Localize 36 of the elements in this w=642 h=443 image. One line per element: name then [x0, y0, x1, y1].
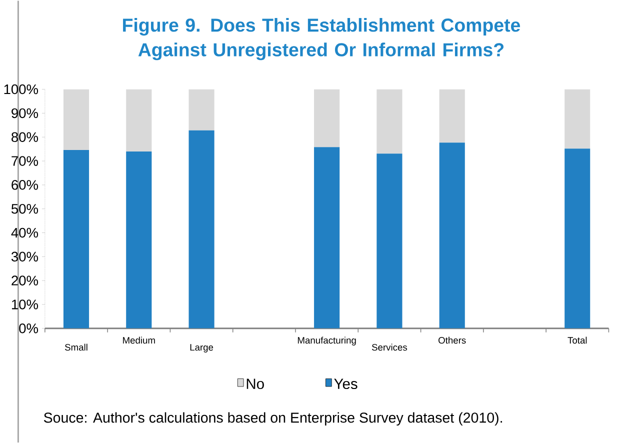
x-tick-label: Services [372, 344, 408, 351]
bar [63, 150, 90, 328]
legend-label: No [246, 378, 264, 389]
y-tick-label: 50% [11, 204, 38, 214]
x-tick-label: Small [64, 344, 88, 351]
bar [564, 148, 590, 328]
chart-title: Figure 9. Does This Establishment Compete Against Unregistered Or Informal Firms? [123, 18, 520, 60]
y-tick-label: 100% [4, 84, 38, 94]
bar [188, 130, 214, 328]
y-tick-label: 80% [12, 132, 38, 142]
bar [314, 89, 340, 148]
x-tick-label: Total [568, 336, 587, 344]
y-tick-label: 10% [12, 299, 38, 310]
bar [376, 89, 402, 154]
y-tick-label: 30% [11, 252, 38, 262]
bar [63, 89, 90, 150]
text: Souce: Author's calculations based on Enterprise Survey dataset (2010). [44, 412, 502, 426]
bar [439, 89, 465, 142]
bar [126, 151, 152, 328]
bar [564, 89, 590, 148]
y-tick-label: 0% [19, 323, 38, 334]
legend-label: Yes [334, 378, 358, 389]
bar [126, 89, 152, 152]
y-tick-label: 40% [11, 228, 38, 238]
y-tick-label: 70% [12, 156, 38, 166]
y-tick-label: 20% [12, 276, 38, 286]
bar [376, 153, 402, 328]
bar [314, 147, 340, 328]
y-tick-label: 90% [12, 108, 38, 118]
x-tick-label: Manufacturing [298, 336, 356, 346]
y-tick-label: 60% [12, 180, 38, 190]
x-tick-label: Medium [123, 336, 155, 344]
x-tick-label: Large [190, 344, 214, 352]
bar [188, 89, 214, 130]
bar [439, 142, 465, 328]
x-tick-label: Others [438, 336, 466, 344]
